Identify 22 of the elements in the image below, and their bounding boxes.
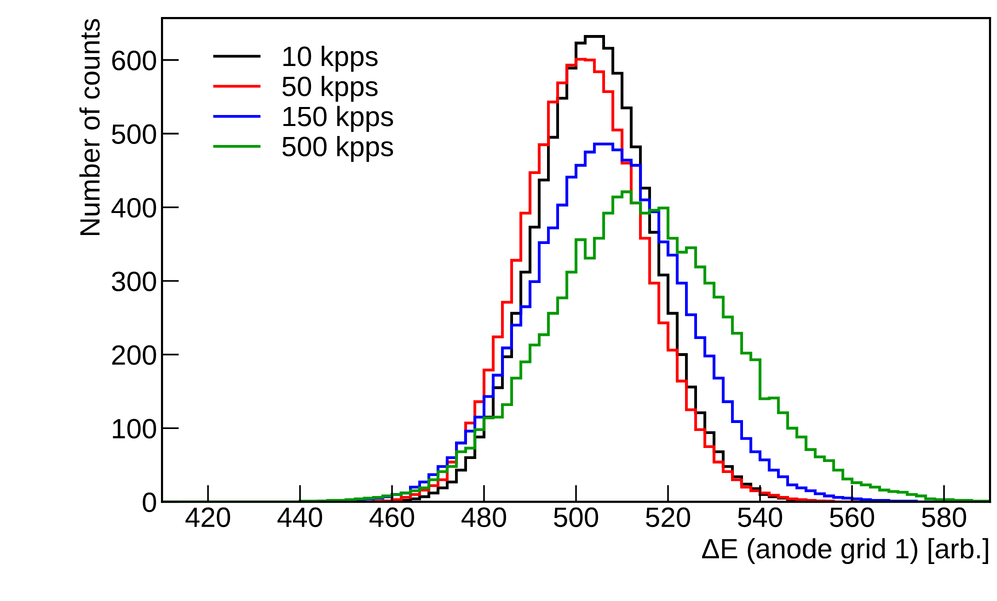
x-axis-title: ΔE (anode grid 1) [arb.]: [702, 538, 988, 564]
y-tick-label: 100: [112, 418, 156, 439]
legend-label: 500 kpps: [282, 136, 394, 162]
y-tick-label: 0: [142, 492, 156, 512]
legend-label: 10 kpps: [283, 46, 378, 72]
x-tick-label: 420: [185, 507, 230, 528]
y-tick-label: 600: [112, 50, 156, 70]
legend-label: 50 kpps: [282, 76, 378, 102]
y-tick-label: 500: [112, 124, 156, 144]
y-tick-label: 200: [112, 345, 156, 365]
x-tick-label: 560: [830, 507, 874, 528]
y-tick-label: 400: [111, 198, 156, 218]
x-tick-label: 540: [738, 507, 782, 528]
y-tick-label: 300: [112, 272, 156, 292]
x-tick-label: 460: [369, 507, 414, 528]
x-tick-label: 580: [922, 507, 966, 528]
x-tick-label: 480: [461, 507, 506, 528]
legend-label: 150 kpps: [283, 106, 394, 132]
x-tick-label: 440: [277, 507, 322, 528]
x-tick-label: 500: [554, 507, 598, 528]
x-tick-label: 520: [646, 507, 690, 528]
y-axis-title: Number of counts: [79, 19, 100, 235]
